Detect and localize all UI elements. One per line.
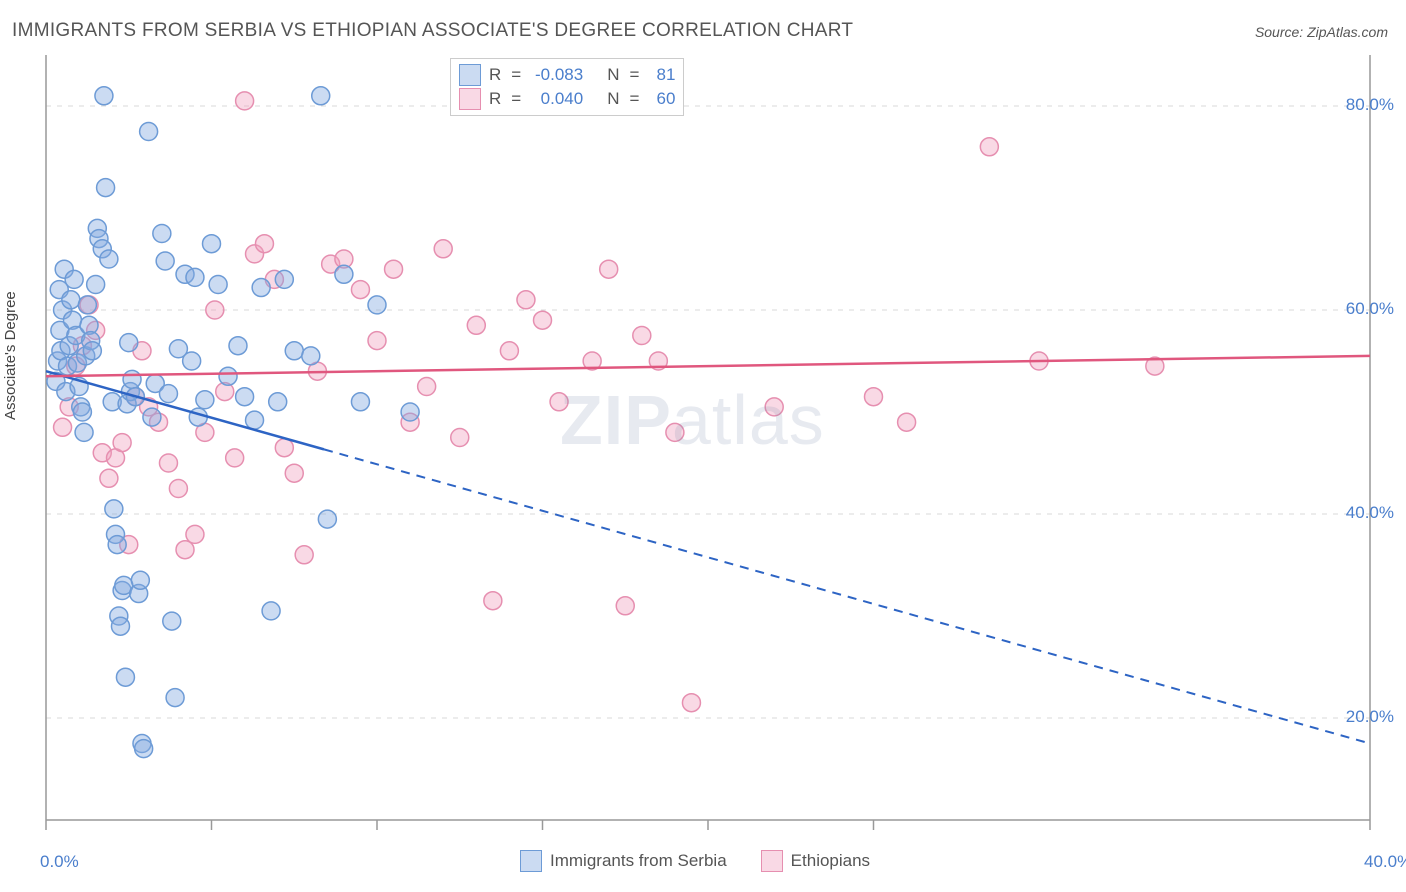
series-legend: Immigrants from Serbia Ethiopians — [520, 850, 870, 872]
y-tick-label: 80.0% — [1346, 95, 1394, 115]
x-tick-label: 0.0% — [40, 852, 79, 872]
n-value-ethiopians: 60 — [647, 87, 675, 111]
legend-row-ethiopians: R = 0.040 N = 60 — [459, 87, 675, 111]
swatch-serbia-icon — [459, 64, 481, 86]
y-tick-label: 20.0% — [1346, 707, 1394, 727]
legend-label-ethiopians: Ethiopians — [791, 851, 870, 871]
swatch-ethiopians-icon — [761, 850, 783, 872]
legend-item-serbia: Immigrants from Serbia — [520, 850, 727, 872]
legend-label-serbia: Immigrants from Serbia — [550, 851, 727, 871]
y-tick-label: 40.0% — [1346, 503, 1394, 523]
swatch-ethiopians-icon — [459, 88, 481, 110]
chart-container: IMMIGRANTS FROM SERBIA VS ETHIOPIAN ASSO… — [0, 0, 1406, 892]
r-value-ethiopians: 0.040 — [529, 87, 583, 111]
correlation-legend: R = -0.083 N = 81 R = 0.040 N = 60 — [450, 58, 684, 116]
swatch-serbia-icon — [520, 850, 542, 872]
legend-row-serbia: R = -0.083 N = 81 — [459, 63, 675, 87]
y-tick-label: 60.0% — [1346, 299, 1394, 319]
watermark: ZIPatlas — [560, 380, 825, 460]
r-value-serbia: -0.083 — [529, 63, 583, 87]
legend-item-ethiopians: Ethiopians — [761, 850, 870, 872]
x-tick-label: 40.0% — [1364, 852, 1406, 872]
n-value-serbia: 81 — [647, 63, 675, 87]
